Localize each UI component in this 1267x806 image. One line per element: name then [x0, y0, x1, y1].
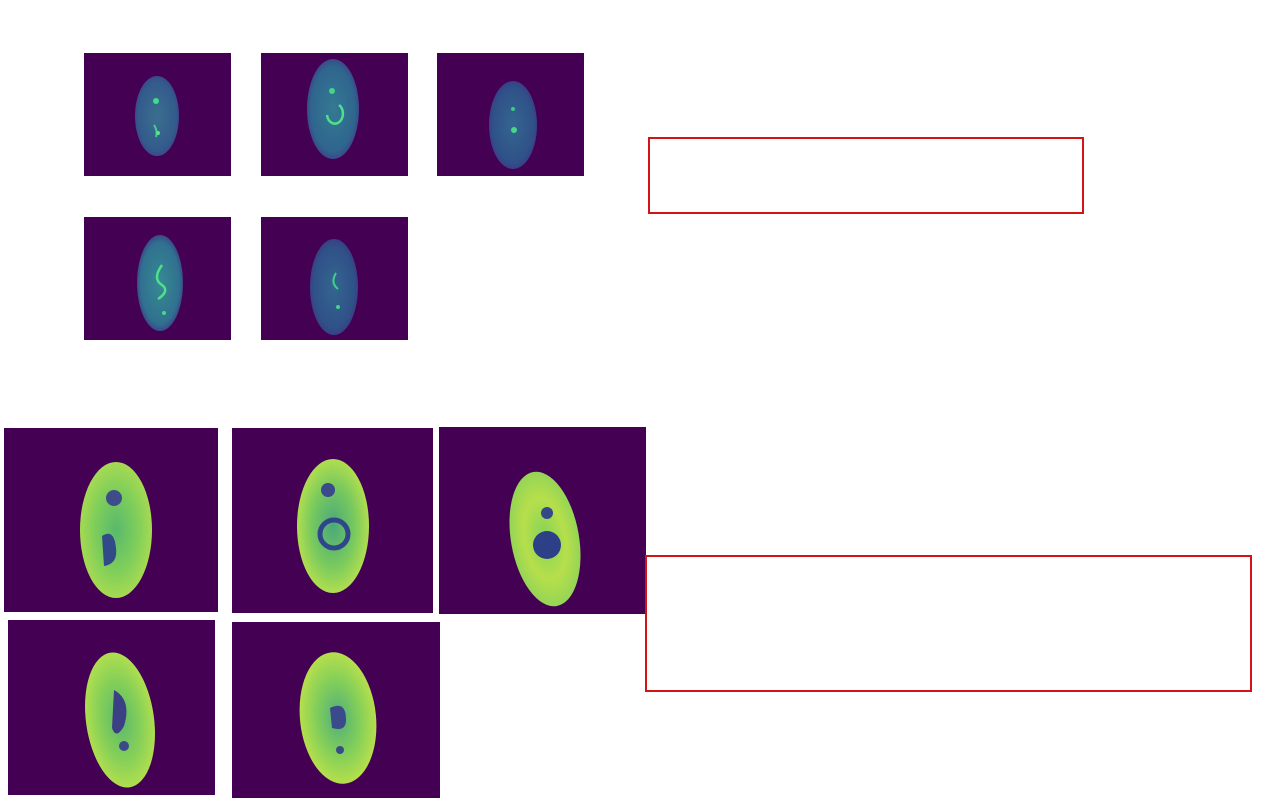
bottom-cell-panel-3	[439, 427, 646, 614]
annotation-box-bottom	[645, 555, 1252, 692]
bottom-cell-panel-5	[232, 622, 440, 798]
top-cell-panel-5	[261, 217, 408, 340]
top-cell-panel-3	[437, 53, 584, 176]
top-cell-panel-1	[84, 53, 231, 176]
bottom-cell-panel-1	[4, 428, 218, 612]
top-cell-panel-2	[261, 53, 408, 176]
bottom-cell-panel-2	[232, 428, 433, 613]
bottom-cell-panel-4	[8, 620, 215, 795]
annotation-box-top	[648, 137, 1084, 214]
top-cell-panel-4	[84, 217, 231, 340]
